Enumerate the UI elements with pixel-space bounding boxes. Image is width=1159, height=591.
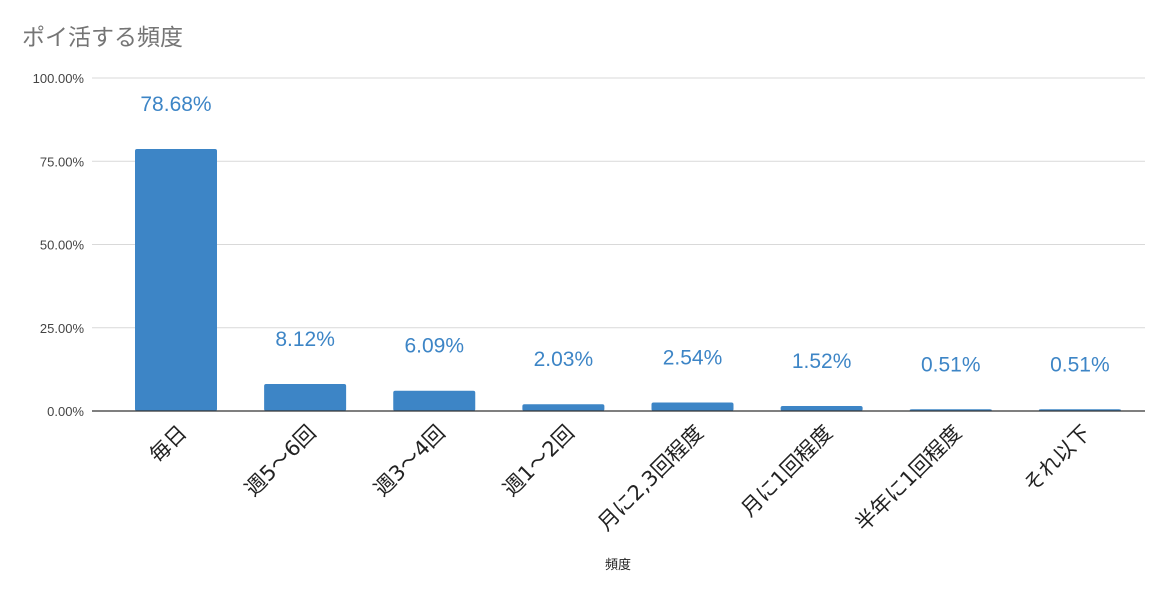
category-label: 月に2,3回程度 [593, 421, 708, 536]
bar [393, 390, 476, 411]
category-labels: 毎日 週5〜6回 週3〜4回 週1〜2回 月に2,3回程度 月に1回程度 半年に1回程度 それ… [145, 421, 1096, 537]
data-labels: 78.68% 8.12% 6.09% 2.03% 2.54% 1.52% 0.51% 0.51… [140, 93, 1109, 376]
chart-title: ポイ活する頻度 [22, 25, 183, 51]
y-tick-label: 50.00% [40, 238, 85, 253]
bar [780, 405, 863, 411]
data-label: 6.09% [404, 335, 464, 358]
bar [135, 148, 217, 411]
category-label: 週1〜2回 [498, 421, 578, 501]
data-label: 2.03% [534, 348, 594, 371]
bar [522, 404, 605, 411]
data-label: 78.68% [140, 93, 211, 116]
category-label: 月に1回程度 [736, 421, 837, 522]
data-label: 2.54% [663, 347, 723, 370]
category-label: 毎日 [145, 421, 192, 468]
gridlines [92, 77, 1145, 329]
category-label: それ以下 [1019, 421, 1095, 497]
y-tick-label: 0.00% [47, 404, 84, 419]
y-axis-ticks: 0.00% 25.00% 50.00% 75.00% 100.00% [33, 71, 85, 419]
category-label: 半年に1回程度 [851, 421, 967, 537]
y-tick-label: 75.00% [40, 154, 85, 169]
bar [264, 383, 347, 411]
data-label: 1.52% [792, 350, 852, 373]
y-tick-label: 25.00% [40, 321, 85, 336]
data-label: 0.51% [1050, 353, 1110, 376]
category-label: 週5〜6回 [240, 421, 320, 501]
x-axis-title: 頻度 [605, 557, 631, 573]
category-label: 週3〜4回 [369, 421, 449, 501]
y-tick-label: 100.00% [33, 71, 85, 86]
bar [651, 402, 734, 411]
data-label: 8.12% [275, 328, 335, 351]
data-label: 0.51% [921, 353, 981, 376]
bars [135, 148, 1121, 411]
